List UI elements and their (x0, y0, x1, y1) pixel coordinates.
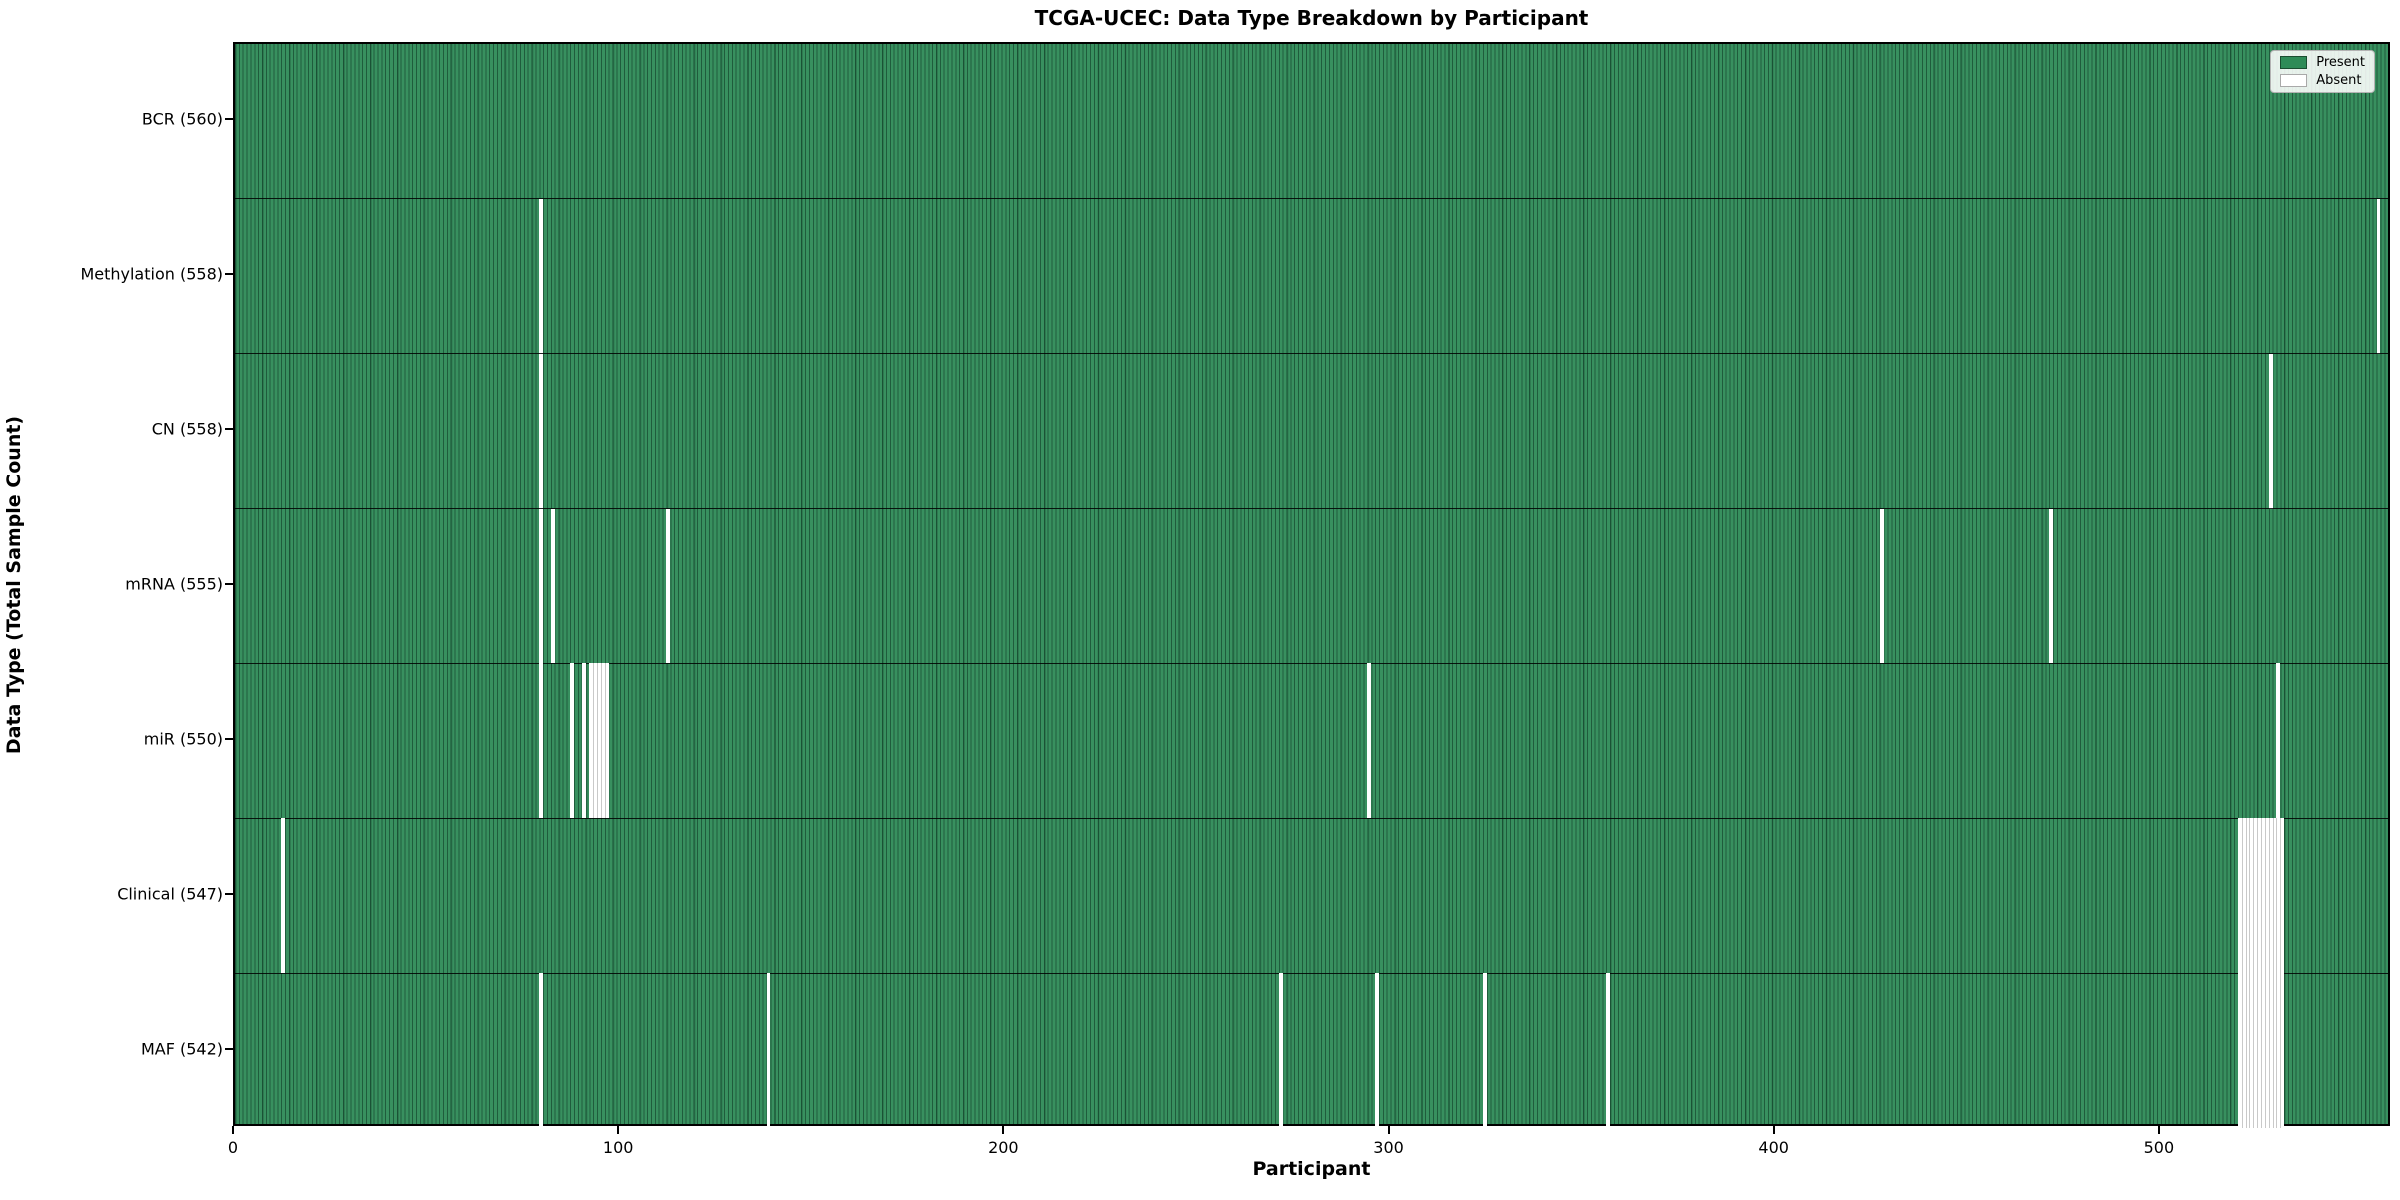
row-divider (235, 972, 2388, 974)
absent-bar-MAF-p138 (766, 973, 771, 1128)
absent-bar-Clinical-p521 (2241, 818, 2246, 974)
x-axis-label: Participant (1252, 1158, 1371, 1180)
absent-bar-Clinical-p525 (2257, 818, 2262, 974)
absent-bar-Methylation-p79 (539, 198, 544, 354)
y-tick-label-miR: miR (550) (143, 729, 223, 749)
y-tick (225, 583, 233, 585)
absent-bar-MAF-p524 (2253, 973, 2258, 1128)
absent-bar-mRNA-p471 (2049, 508, 2054, 664)
legend: Present Absent (2270, 50, 2375, 93)
absent-bar-miR-p93 (593, 663, 598, 819)
y-tick (225, 1047, 233, 1050)
absent-bar-Clinical-p520 (2237, 818, 2242, 974)
absent-bar-MAF-p526 (2261, 973, 2265, 1128)
absent-bar-miR-p92 (589, 663, 594, 819)
legend-entry-absent: Absent (2280, 74, 2365, 87)
absent-bar-MAF-p296 (1375, 973, 1379, 1128)
y-tick (225, 428, 233, 431)
plot-area: Present Absent (233, 42, 2390, 1128)
y-tick (225, 273, 233, 276)
absent-bar-MAF-p521 (2241, 973, 2246, 1128)
absent-bar-Clinical-p529 (2272, 818, 2277, 974)
row-divider (235, 353, 2388, 355)
absent-swatch-icon (2280, 74, 2308, 87)
x-tick-label-100: 100 (602, 1138, 634, 1157)
row-divider (235, 198, 2388, 200)
y-tick-label-Methylation: Methylation (558) (80, 264, 223, 284)
y-tick (225, 118, 233, 121)
x-tick (1387, 1126, 1390, 1134)
absent-bar-mRNA-p427 (1879, 508, 1884, 664)
absent-bar-Clinical-p528 (2268, 818, 2273, 974)
x-tick-label-300: 300 (1373, 1138, 1404, 1157)
absent-bar-MAF-p525 (2257, 973, 2262, 1128)
absent-bar-mRNA-p82 (550, 508, 555, 664)
absent-bar-Clinical-p527 (2264, 818, 2269, 974)
absent-bar-MAF-p530 (2276, 973, 2281, 1128)
absent-bar-CN-p79 (539, 353, 544, 509)
absent-bar-miR-p95 (600, 663, 605, 819)
absent-bar-mRNA-p79 (539, 508, 544, 664)
x-tick-label-200: 200 (988, 1138, 1019, 1157)
legend-present-label: Present (2316, 55, 2365, 70)
absent-bar-Clinical-p530 (2276, 818, 2281, 974)
row-divider (235, 662, 2388, 664)
absent-bar-Clinical-p526 (2261, 818, 2265, 974)
y-tick-label-mRNA: mRNA (555) (125, 574, 223, 594)
absent-bar-MAF-p527 (2264, 973, 2269, 1128)
x-tick (232, 1126, 234, 1134)
y-tick-label-CN: CN (558) (151, 419, 223, 439)
absent-bar-miR-p79 (539, 663, 544, 819)
absent-bar-Clinical-p523 (2249, 818, 2254, 974)
absent-bar-MAF-p529 (2272, 973, 2277, 1128)
absent-bar-Clinical-p524 (2253, 818, 2258, 974)
absent-bar-MAF-p79 (539, 973, 544, 1128)
absent-bar-MAF-p324 (1482, 973, 1487, 1128)
absent-bar-Clinical-p531 (2280, 818, 2285, 974)
absent-bar-miR-p530 (2276, 663, 2281, 819)
absent-bar-miR-p96 (604, 663, 609, 819)
absent-bar-MAF-p531 (2280, 973, 2285, 1128)
x-tick-label-400: 400 (1758, 1138, 1789, 1157)
absent-bar-CN-p528 (2268, 353, 2273, 509)
y-tick-label-MAF: MAF (542) (140, 1039, 223, 1059)
absent-bar-miR-p87 (570, 663, 574, 819)
absent-bar-mRNA-p112 (666, 508, 671, 664)
y-tick-label-Clinical: Clinical (547) (117, 884, 223, 904)
chart-title: TCGA-UCEC: Data Type Breakdown by Partic… (1034, 6, 1589, 30)
absent-bar-MAF-p520 (2237, 973, 2242, 1128)
y-tick (225, 892, 233, 895)
absent-bar-MAF-p523 (2249, 973, 2254, 1128)
x-tick (2157, 1126, 2160, 1134)
y-tick (225, 737, 233, 740)
absent-bar-miR-p294 (1367, 663, 1372, 819)
absent-bar-MAF-p528 (2268, 973, 2273, 1128)
x-tick-label-0: 0 (227, 1138, 239, 1157)
absent-bar-Clinical-p12 (281, 818, 286, 974)
x-tick (1002, 1126, 1005, 1134)
x-tick (1772, 1126, 1775, 1134)
absent-bar-Methylation-p556 (2376, 198, 2381, 354)
absent-bar-Clinical-p522 (2245, 818, 2250, 974)
legend-entry-present: Present (2280, 56, 2365, 69)
y-tick-label-BCR: BCR (560) (141, 109, 223, 129)
absent-bar-miR-p90 (581, 663, 586, 819)
absent-bar-MAF-p522 (2245, 973, 2250, 1128)
x-tick-label-500: 500 (2143, 1138, 2175, 1157)
present-swatch-icon (2280, 56, 2308, 69)
row-divider (235, 817, 2388, 819)
absent-bar-MAF-p356 (1606, 973, 1611, 1128)
x-tick (617, 1126, 620, 1134)
row-divider (235, 508, 2388, 510)
legend-absent-label: Absent (2316, 73, 2362, 88)
absent-bar-MAF-p271 (1278, 973, 1283, 1128)
absent-bar-miR-p94 (597, 663, 601, 819)
